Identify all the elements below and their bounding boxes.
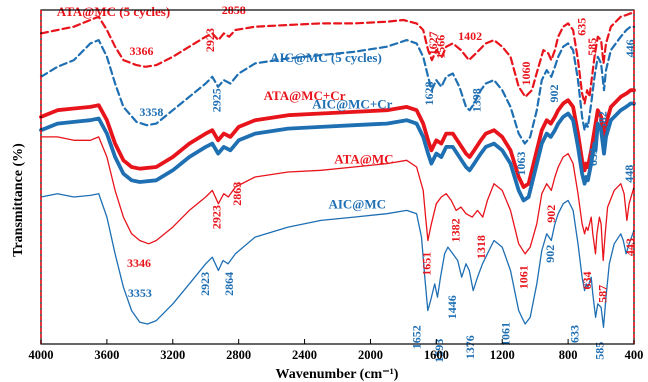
x-tick-label: 800 [559,348,578,362]
peak-label-15: 633 [586,148,600,166]
series-curves [39,12,636,328]
series-line-aic-mc [40,193,635,328]
peak-label-30: 3353 [128,286,152,300]
series-line-aic-mc-5-cycles [39,25,636,145]
plot-border [40,9,635,345]
peak-label-6: 1060 [519,62,533,86]
series-line-ata-mc-5-cycles [39,12,636,105]
peak-label-39: 633 [568,325,582,343]
peak-label-0: 3366 [129,44,153,58]
series-line-ata-mc [40,136,635,262]
x-tick-label: 1200 [490,348,515,362]
peak-label-22: 1651 [419,252,433,276]
x-tick-label: 2800 [226,348,251,362]
x-tick-label: 3600 [94,348,119,362]
peak-label-34: 1593 [432,339,446,363]
peak-label-21: 2863 [230,182,244,206]
peak-label-25: 1061 [517,265,531,289]
series-label-ata-mc: ATA@MC [334,152,393,167]
peak-label-36: 1376 [463,335,477,359]
peak-label-9: 3358 [139,105,163,119]
peak-label-18: 448 [622,165,636,183]
peak-label-28: 587 [596,285,610,303]
peak-label-37: 1061 [499,322,513,346]
peak-label-33: 1652 [410,325,424,349]
peak-label-31: 2923 [198,272,212,296]
peak-label-32: 2864 [222,272,236,296]
series-label-ata-mc-5-cycles: ATA@MC (5 cycles) [57,4,170,19]
series-label-aic-mc: AIC@MC [328,197,386,212]
peak-label-26: 902 [544,205,558,223]
peak-label-4: 1566 [434,35,448,59]
series-labels: ATA@MC (5 cycles) AIC@MC (5 cycles) ATA@MC… [57,4,394,212]
x-tick-label: 2000 [358,348,383,362]
x-tick-label: 1600 [424,348,449,362]
x-axis-title: Wavenumber (cm⁻¹) [276,367,399,382]
series-label-aic-mc-cr: AIC@MC+Cr [312,97,392,112]
series-line-ata-mc-cr [39,88,636,189]
peak-label-3: 1627 [426,31,440,55]
peak-label-17: 446 [623,39,637,57]
peak-label-7: 635 [574,18,588,36]
series-label-ata-mc-cr: ATA@MC+Cr [264,88,346,103]
peak-label-10: 2925 [209,88,223,112]
peak-label-5: 1402 [458,29,482,43]
x-tick-label: 400 [625,348,644,362]
x-tick-label: 2400 [292,348,317,362]
series-label-aic-mc-5-cycles: AIC@MC (5 cycles) [270,50,382,65]
peak-label-27: 634 [580,272,594,290]
peak-label-12: 1398 [470,88,484,112]
peak-label-29: 443 [623,238,637,256]
peak-label-13: 1063 [514,152,528,176]
peak-label-23: 1382 [448,218,462,242]
plot-frame [40,9,635,345]
peak-label-1: 2923 [203,28,217,52]
peak-label-19: 3346 [127,256,151,270]
peak-label-14: 902 [547,85,561,103]
series-line-aic-mc-cr [39,101,636,203]
y-axis-title: Transmittance (%) [11,143,26,257]
peak-label-20: 2923 [209,205,223,229]
x-axis-ticks: 4000 3600 3200 2800 2400 2000 1600 1200 800 400 [29,339,644,362]
x-tick-label: 3200 [160,348,185,362]
peak-label-16: 582 [596,111,610,129]
peak-label-40: 585 [592,342,606,360]
peak-label-24: 1318 [474,235,488,259]
peak-label-8: 585 [585,38,599,56]
peak-label-11: 1628 [422,82,436,106]
x-tick-label: 4000 [29,348,54,362]
peak-label-35: 1446 [445,295,459,319]
peak-label-38: 902 [543,245,557,263]
